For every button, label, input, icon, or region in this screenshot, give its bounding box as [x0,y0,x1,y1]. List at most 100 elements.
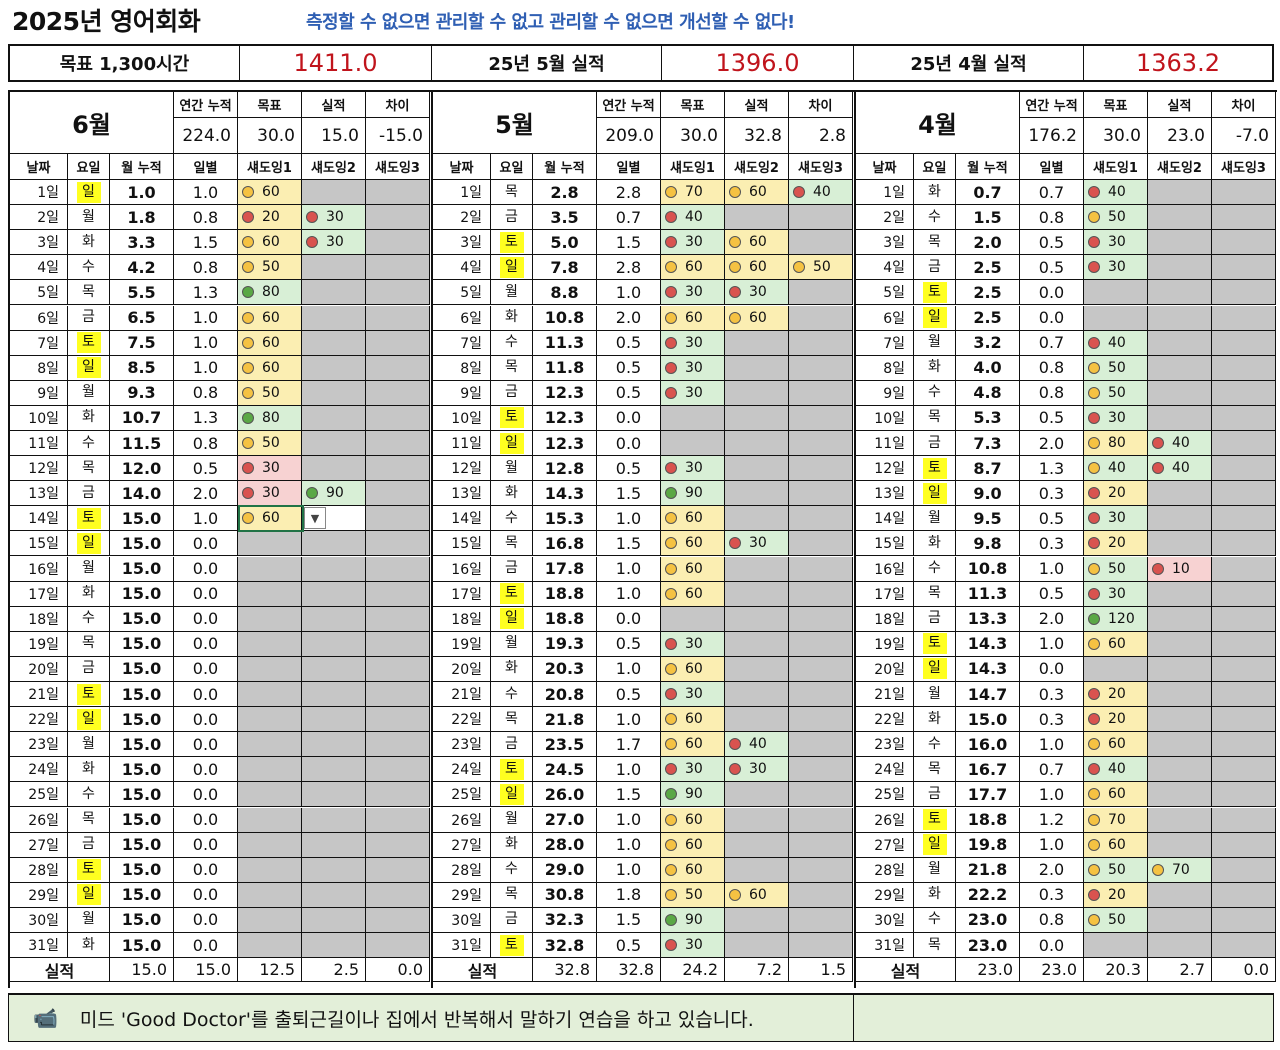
shadowing-3-cell[interactable] [1212,355,1276,381]
weekday-cell[interactable]: 화 [914,882,956,908]
month-cumulative-cell[interactable]: 14.0 [110,481,174,507]
weekday-cell[interactable]: 수 [68,606,110,632]
shadowing-3-cell[interactable] [1212,531,1276,557]
weekday-cell[interactable]: 일 [491,782,533,808]
date-cell[interactable]: 20일 [10,656,68,682]
shadowing-2-cell[interactable] [302,456,366,482]
weekday-cell[interactable]: 월 [68,732,110,758]
column-header-sh3[interactable]: 섀도잉3 [789,154,853,180]
daily-cell[interactable]: 0.0 [174,882,238,908]
total-value[interactable]: 2.7 [1148,958,1212,983]
shadowing-3-cell[interactable] [366,757,430,783]
shadowing-2-cell[interactable]: 30 [725,757,789,783]
daily-cell[interactable]: 0.5 [597,682,661,708]
date-cell[interactable]: 25일 [433,782,491,808]
shadowing-3-cell[interactable] [366,656,430,682]
column-header-date[interactable]: 날짜 [433,154,491,180]
month-cumulative-cell[interactable]: 9.3 [110,380,174,406]
shadowing-2-cell[interactable] [302,707,366,733]
date-cell[interactable]: 12일 [433,456,491,482]
month-cumulative-cell[interactable]: 6.5 [110,305,174,331]
weekday-cell[interactable]: 일 [914,656,956,682]
weekday-cell[interactable]: 월 [68,907,110,933]
daily-cell[interactable]: 1.0 [174,355,238,381]
daily-cell[interactable]: 0.0 [174,682,238,708]
column-header-sh2[interactable]: 섀도잉2 [302,154,366,180]
weekday-cell[interactable]: 수 [491,857,533,883]
daily-cell[interactable]: 0.0 [1020,305,1084,331]
daily-cell[interactable]: 0.0 [174,757,238,783]
month-cumulative-cell[interactable]: 15.0 [956,707,1020,733]
shadowing-1-cell[interactable]: 20 [1084,531,1148,557]
date-cell[interactable]: 4일 [856,255,914,281]
shadowing-2-cell[interactable] [302,631,366,657]
shadowing-3-cell[interactable] [366,707,430,733]
date-cell[interactable]: 23일 [10,732,68,758]
weekday-cell[interactable]: 수 [491,682,533,708]
month-cumulative-cell[interactable]: 14.3 [956,656,1020,682]
shadowing-3-cell[interactable] [366,380,430,406]
weekday-cell[interactable]: 화 [914,355,956,381]
month-cumulative-cell[interactable]: 11.8 [533,355,597,381]
shadowing-1-cell[interactable]: 60 [1084,782,1148,808]
shadowing-1-cell[interactable]: 70 [661,180,725,206]
shadowing-3-cell[interactable] [789,682,853,708]
shadowing-3-cell[interactable] [366,531,430,557]
daily-cell[interactable]: 0.0 [1020,280,1084,306]
month-cumulative-cell[interactable]: 8.8 [533,280,597,306]
shadowing-3-cell[interactable] [789,832,853,858]
month-cumulative-cell[interactable]: 20.8 [533,682,597,708]
value-annual_cum[interactable]: 176.2 [1020,118,1084,154]
date-cell[interactable]: 3일 [10,230,68,256]
date-cell[interactable]: 2일 [10,205,68,231]
shadowing-1-cell[interactable]: 60 [238,305,302,331]
daily-cell[interactable]: 0.5 [597,380,661,406]
shadowing-1-cell[interactable] [661,606,725,632]
weekday-cell[interactable]: 일 [914,305,956,331]
shadowing-3-cell[interactable] [789,531,853,557]
weekday-cell[interactable]: 목 [491,180,533,206]
shadowing-1-cell[interactable]: 30 [661,682,725,708]
shadowing-2-cell[interactable] [302,907,366,933]
weekday-cell[interactable]: 토 [914,631,956,657]
weekday-cell[interactable]: 금 [68,481,110,507]
date-cell[interactable]: 16일 [433,556,491,582]
date-cell[interactable]: 15일 [433,531,491,557]
month-cumulative-cell[interactable]: 15.0 [110,807,174,833]
total-label[interactable]: 실적 [856,958,956,983]
shadowing-1-cell[interactable]: 30 [661,330,725,356]
weekday-cell[interactable]: 목 [68,631,110,657]
weekday-cell[interactable]: 토 [914,807,956,833]
daily-cell[interactable]: 2.0 [1020,857,1084,883]
month-cumulative-cell[interactable]: 16.7 [956,757,1020,783]
shadowing-1-cell[interactable]: 60 [661,732,725,758]
month-cumulative-cell[interactable]: 17.8 [533,556,597,582]
month-cumulative-cell[interactable]: 18.8 [956,807,1020,833]
month-cumulative-cell[interactable]: 13.3 [956,606,1020,632]
weekday-cell[interactable]: 일 [68,882,110,908]
shadowing-1-cell[interactable]: 60 [661,556,725,582]
shadowing-2-cell[interactable] [1148,330,1212,356]
footer-note-cell[interactable]: 📹 미드 'Good Doctor'를 출퇴근길이나 집에서 반복해서 말하기 … [8,994,854,1042]
shadowing-3-cell[interactable] [366,405,430,431]
shadowing-1-cell[interactable] [238,556,302,582]
shadowing-2-cell[interactable] [302,355,366,381]
date-cell[interactable]: 9일 [10,380,68,406]
shadowing-3-cell[interactable] [366,255,430,281]
value-actual[interactable]: 32.8 [725,118,789,154]
shadowing-3-cell[interactable] [366,230,430,256]
shadowing-2-cell[interactable] [302,606,366,632]
daily-cell[interactable]: 0.5 [597,330,661,356]
shadowing-2-cell[interactable] [1148,380,1212,406]
value-actual[interactable]: 23.0 [1148,118,1212,154]
date-cell[interactable]: 13일 [433,481,491,507]
shadowing-2-cell[interactable] [1148,707,1212,733]
date-cell[interactable]: 7일 [433,330,491,356]
date-cell[interactable]: 7일 [10,330,68,356]
total-value[interactable]: 24.2 [661,958,725,983]
weekday-cell[interactable]: 목 [491,355,533,381]
date-cell[interactable]: 25일 [10,782,68,808]
weekday-cell[interactable]: 토 [68,330,110,356]
weekday-cell[interactable]: 월 [491,280,533,306]
weekday-cell[interactable]: 일 [491,606,533,632]
